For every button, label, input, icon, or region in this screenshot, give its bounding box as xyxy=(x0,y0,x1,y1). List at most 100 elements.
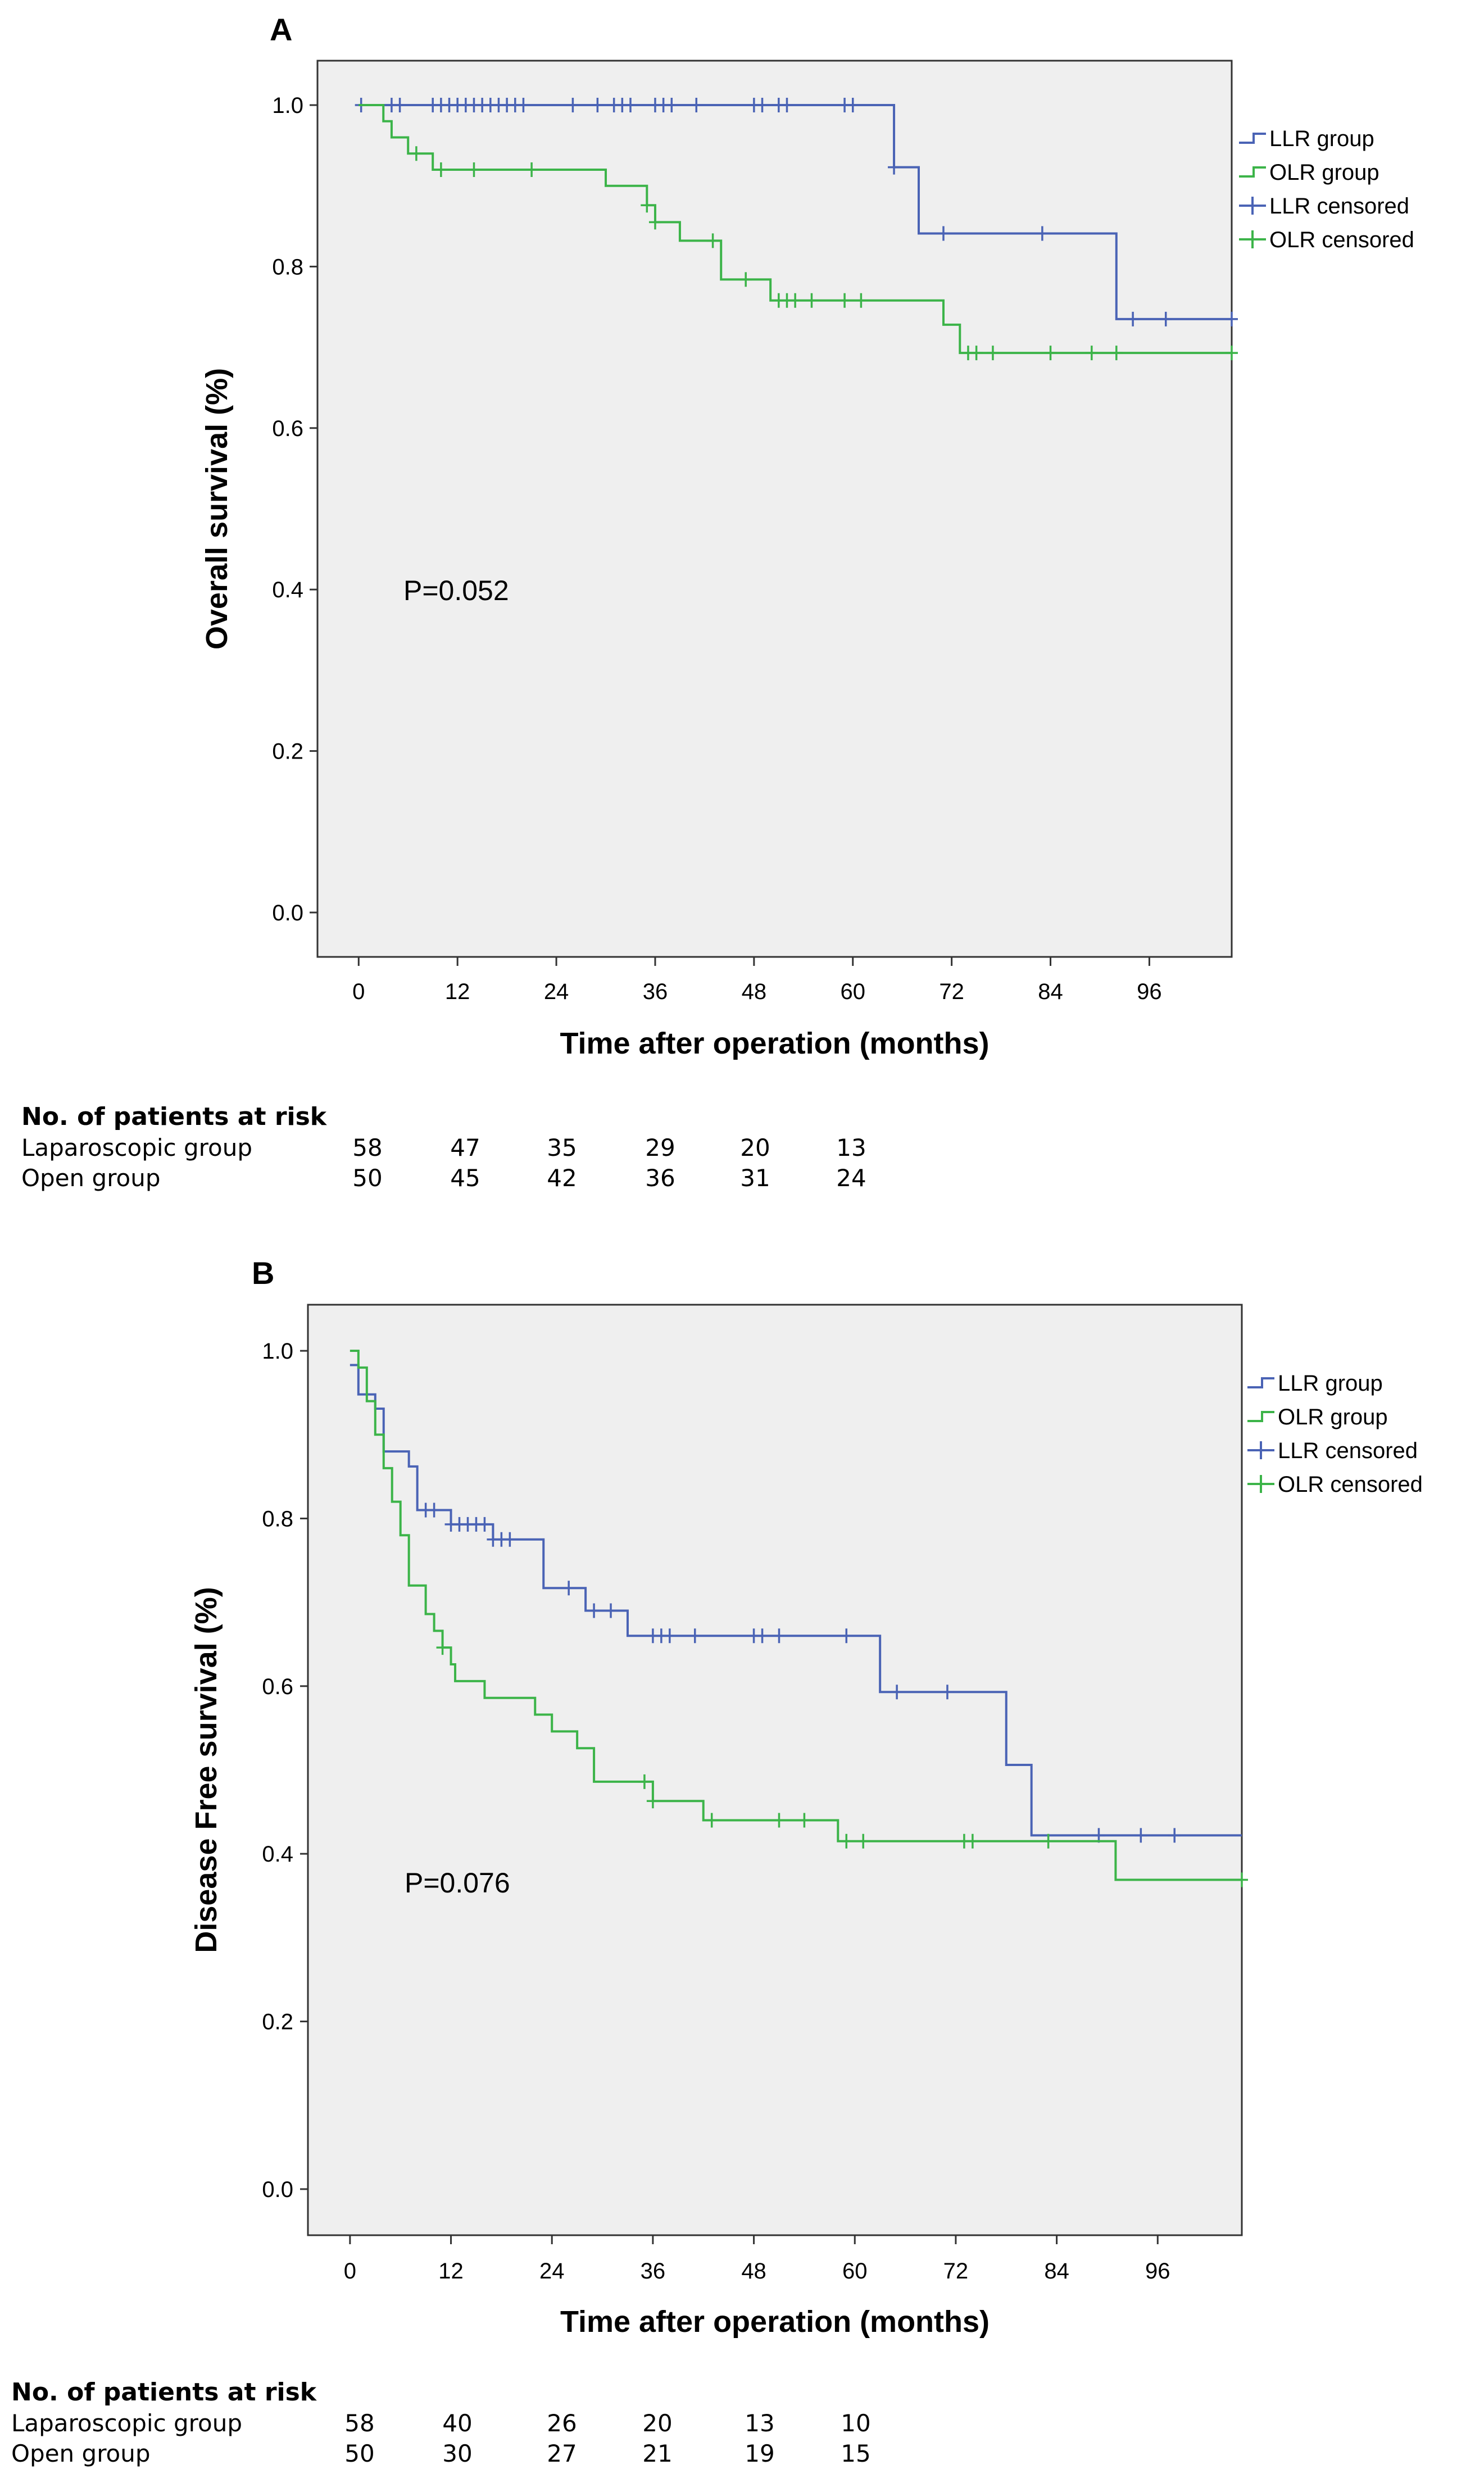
legend-swatch-censor xyxy=(1239,230,1266,248)
censor-mark xyxy=(891,1685,904,1700)
x-tick-label: 84 xyxy=(1038,979,1063,1004)
risk-value: 15 xyxy=(841,2440,871,2467)
censor-mark xyxy=(638,1774,651,1789)
censor-mark xyxy=(840,1833,853,1849)
x-tick-label: 24 xyxy=(539,2259,565,2284)
survival-curve-llr xyxy=(358,104,1232,320)
censor-mark xyxy=(428,1503,441,1518)
risk-value: 50 xyxy=(344,2440,375,2467)
censor-mark xyxy=(436,1640,449,1655)
x-tick-label: 0 xyxy=(352,979,365,1004)
censor-mark xyxy=(937,226,950,241)
risk-value: 47 xyxy=(450,1134,480,1161)
censor-mark xyxy=(840,1628,853,1644)
risk-value: 30 xyxy=(442,2440,473,2467)
risk-row-laparoscopic-a: Laparoscopic group 58 47 35 29 20 13 xyxy=(21,1134,977,1163)
risk-value: 40 xyxy=(442,2409,473,2437)
x-tick-label: 24 xyxy=(544,979,569,1004)
censor-mark xyxy=(663,1628,676,1644)
censor-mark xyxy=(393,98,406,113)
censor-mark xyxy=(525,162,538,177)
x-axis-label: Time after operation (months) xyxy=(560,1027,989,1060)
x-axis-label: Time after operation (months) xyxy=(560,2305,990,2339)
censor-mark xyxy=(588,1603,601,1618)
x-tick-label: 12 xyxy=(438,2259,464,2284)
km-panel-b: B 0.0 0.2 0.4 0.6 0.8 1.0 0 12 24 36 48 60 72 84 96 Time… xyxy=(189,1255,1423,2339)
y-tick-label: 1.0 xyxy=(262,1339,293,1364)
x-tick-label: 0 xyxy=(344,2259,356,2284)
risk-value: 13 xyxy=(745,2409,775,2437)
censor-mark xyxy=(798,1813,811,1828)
censor-mark xyxy=(478,1517,491,1532)
x-tick-label: 60 xyxy=(840,979,865,1004)
legend-swatch-censor xyxy=(1239,197,1266,215)
x-tick-label: 36 xyxy=(641,2259,666,2284)
censor-mark xyxy=(805,293,818,308)
censor-mark xyxy=(941,1685,954,1700)
legend-label: OLR censored xyxy=(1269,228,1414,252)
censor-mark xyxy=(688,1628,701,1644)
y-tick-label: 0.8 xyxy=(262,1506,293,1531)
risk-value: 36 xyxy=(645,1164,675,1192)
legend-label: OLR censored xyxy=(1278,1472,1423,1497)
risk-value: 45 xyxy=(450,1164,480,1192)
censor-mark xyxy=(756,1628,769,1644)
risk-table-title-a: No. of patients at risk xyxy=(21,1102,327,1131)
censor-mark xyxy=(562,1581,575,1596)
plot-area xyxy=(307,1304,1243,2236)
legend-label: OLR group xyxy=(1269,160,1379,185)
legend-label: OLR group xyxy=(1278,1405,1388,1429)
censor-mark xyxy=(566,98,579,113)
risk-value: 58 xyxy=(352,1134,383,1161)
censor-mark xyxy=(1168,1828,1181,1843)
x-tick-label: 48 xyxy=(741,2259,766,2284)
y-tick-label: 0.0 xyxy=(272,901,303,925)
panel-label: B xyxy=(252,1255,274,1291)
censor-mark xyxy=(648,215,661,230)
censor-mark xyxy=(624,98,637,113)
censor-mark xyxy=(705,1813,718,1828)
y-tick-label: 0.6 xyxy=(272,416,303,441)
risk-value: 21 xyxy=(642,2440,673,2467)
risk-value: 13 xyxy=(836,1134,866,1161)
risk-value: 19 xyxy=(745,2440,775,2467)
censor-mark xyxy=(1127,311,1140,326)
risk-row-open-a: Open group 50 45 42 36 31 24 xyxy=(21,1164,977,1193)
censor-mark xyxy=(773,1628,786,1644)
x-tick-label: 72 xyxy=(939,979,964,1004)
censor-mark xyxy=(846,98,859,113)
risk-row-label: Laparoscopic group xyxy=(11,2409,242,2437)
plot-area xyxy=(316,60,1233,958)
x-tick-label: 84 xyxy=(1044,2259,1069,2284)
censor-mark xyxy=(773,1813,786,1828)
censor-mark xyxy=(756,98,769,113)
legend-swatch-line xyxy=(1239,166,1266,178)
censor-mark xyxy=(789,293,802,308)
risk-value: 42 xyxy=(547,1164,577,1192)
y-tick-label: 0.2 xyxy=(272,739,303,764)
censor-mark xyxy=(641,198,653,213)
censor-mark xyxy=(857,1833,870,1849)
legend-swatch-censor xyxy=(1247,1475,1274,1493)
x-tick-label: 48 xyxy=(742,979,767,1004)
x-tick-label: 36 xyxy=(643,979,668,1004)
legend-swatch-line xyxy=(1247,1377,1274,1388)
censor-mark xyxy=(1236,1872,1248,1887)
censor-mark xyxy=(1036,226,1049,241)
legend-label: LLR censored xyxy=(1278,1438,1418,1463)
censor-mark xyxy=(970,346,983,361)
risk-row-label: Open group xyxy=(11,2440,151,2467)
censor-mark xyxy=(646,1794,659,1809)
legend: LLR group OLR group LLR censored OLR censor… xyxy=(1239,126,1414,252)
censor-mark xyxy=(1134,1828,1147,1843)
legend-label: LLR group xyxy=(1269,126,1374,151)
y-tick-label: 0.6 xyxy=(262,1674,293,1699)
risk-value: 10 xyxy=(841,2409,871,2437)
risk-row-label: Laparoscopic group xyxy=(21,1134,252,1161)
risk-value: 20 xyxy=(740,1134,770,1161)
y-tick-label: 0.4 xyxy=(272,578,303,602)
p-value-annotation: P=0.076 xyxy=(405,1867,510,1899)
risk-value: 31 xyxy=(740,1164,770,1192)
risk-row-laparoscopic-b: Laparoscopic group 58 40 26 20 13 10 xyxy=(11,2409,966,2439)
risk-value: 24 xyxy=(836,1164,866,1192)
